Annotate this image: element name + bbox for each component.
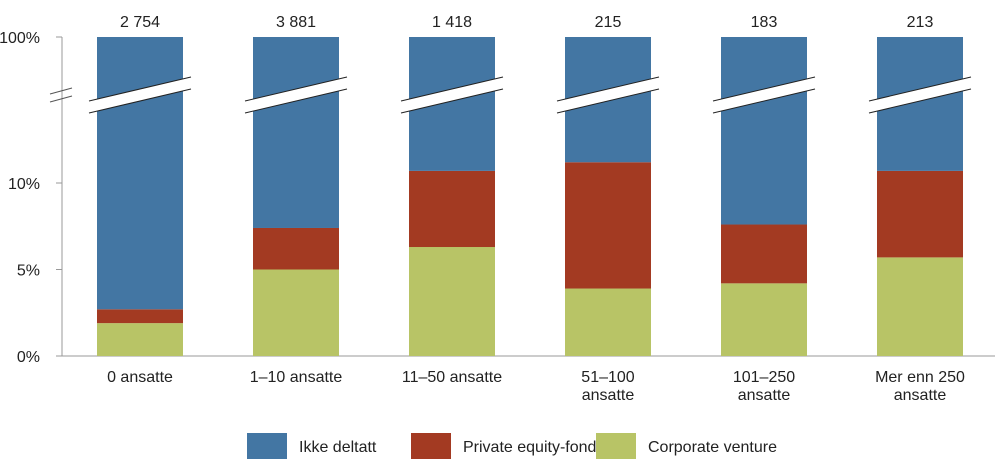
category-label: Mer enn 250 [875,369,965,386]
axis-break-line [244,76,348,102]
axis-break-line [712,88,816,114]
axis-break-band [89,77,191,113]
axis-break-band [713,77,815,113]
bar-segment-private-equity-fond [253,227,339,270]
bar-segment-private-equity-fond [409,170,495,248]
legend-label: Corporate venture [648,439,777,456]
total-label: 215 [595,14,622,31]
category-label: ansatte [894,387,947,404]
category-label: ansatte [738,387,791,404]
axis-break-line [400,88,504,114]
legend-swatch [247,433,287,459]
category-label: ansatte [582,387,635,404]
total-label: 3 881 [276,14,316,31]
legend-swatch [596,433,636,459]
bar-segment-ikke-deltatt [97,37,183,310]
axis-break-line [88,76,192,102]
bar-segment-ikke-deltatt [721,37,807,225]
category-label: 51–100 [581,369,634,386]
category-label: 0 ansatte [107,369,173,386]
axis-break-band [557,77,659,113]
bar-segment-private-equity-fond [97,309,183,324]
bar-segment-corporate-venture [877,257,963,356]
bar-segment-corporate-venture [721,283,807,356]
bar-segment-private-equity-fond [721,224,807,284]
axis-break-band [869,77,971,113]
legend-label: Ikke deltatt [299,439,377,456]
axis-break-line [556,76,660,102]
bar-segment-corporate-venture [409,247,495,356]
y-tick-label: 5% [17,263,40,280]
total-label: 2 754 [120,14,160,31]
axis-break-mark [49,95,73,103]
axis-break-line [244,88,348,114]
axis-break-mark [49,87,73,95]
bar-segment-corporate-venture [97,323,183,356]
legend-swatch [411,433,451,459]
total-label: 1 418 [432,14,472,31]
bar-segment-ikke-deltatt [253,37,339,228]
bar-segment-corporate-venture [565,288,651,356]
axis-break-line [556,88,660,114]
axis-break-line [868,76,972,102]
legend-label: Private equity-fond [463,439,596,456]
bar-segment-private-equity-fond [877,170,963,258]
y-tick-label: 10% [8,176,40,193]
total-label: 213 [907,14,934,31]
category-label: 1–10 ansatte [250,369,343,386]
bar-segment-corporate-venture [253,269,339,356]
category-label: 11–50 ansatte [402,369,502,386]
bar-segment-private-equity-fond [565,162,651,289]
y-tick-label: 100% [0,30,40,47]
total-label: 183 [751,14,778,31]
axis-break-line [712,76,816,102]
axis-break-band [401,77,503,113]
axis-break-band [245,77,347,113]
axis-break-line [88,88,192,114]
axis-break-line [400,76,504,102]
axis-break-line [868,88,972,114]
category-label: 101–250 [733,369,795,386]
y-tick-label: 0% [17,349,40,366]
